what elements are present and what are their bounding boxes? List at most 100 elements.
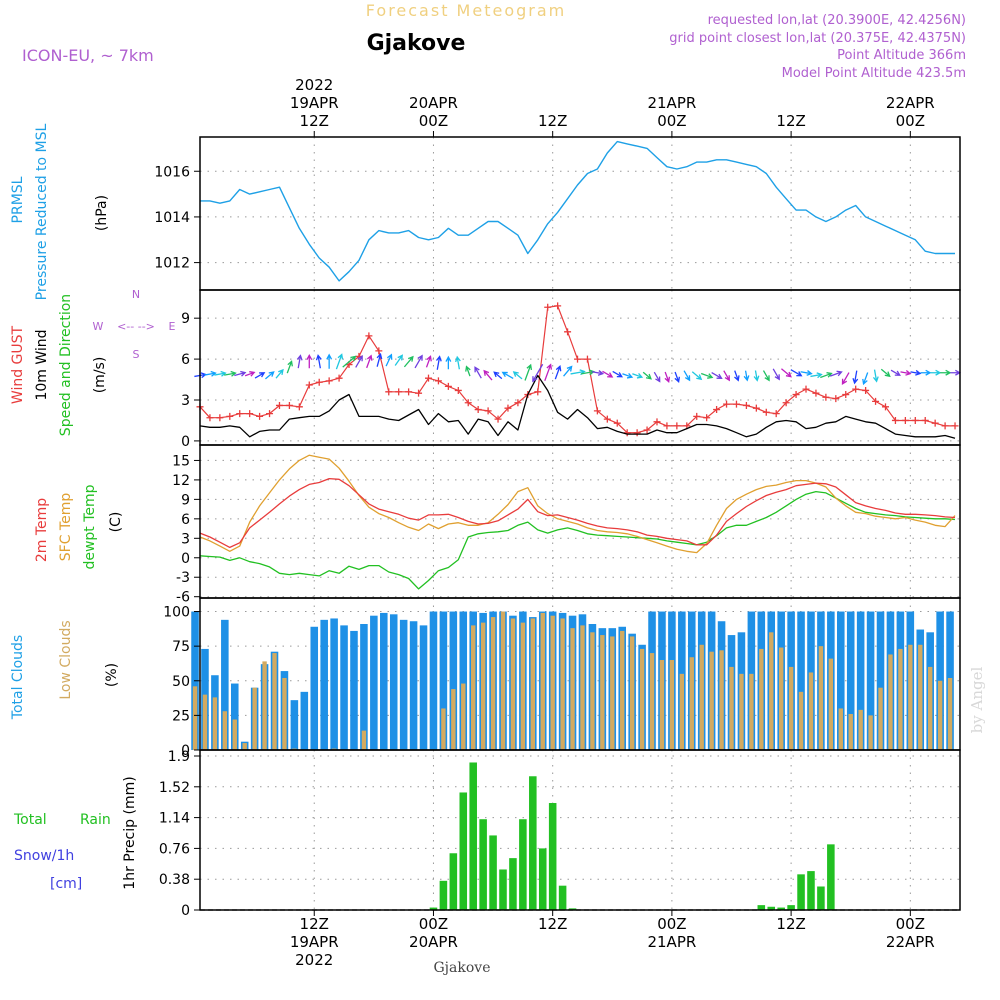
panel-labels: PRMSL Pressure Reduced to MSL (hPa) Wind… <box>10 123 138 892</box>
x-tick-label-bottom: 12Z <box>538 915 567 933</box>
gust-point <box>872 397 880 405</box>
gust-point <box>762 408 770 416</box>
wind-arrow <box>554 365 562 380</box>
low-cloud-bar <box>808 672 814 750</box>
rain-bar <box>757 905 766 910</box>
gust-point <box>315 378 323 386</box>
total-cloud-bar <box>856 611 865 750</box>
low-cloud-bar <box>232 719 237 750</box>
low-cloud-bar <box>192 686 198 750</box>
temp-unit: (C) <box>108 512 124 533</box>
x-tick-label-top: 19APR <box>290 94 339 112</box>
wind-arrow <box>524 363 533 381</box>
wind-arrow <box>872 369 879 383</box>
x-tick-label-bottom: 22APR <box>886 933 935 951</box>
wind-arrow <box>306 353 313 369</box>
rain-bar <box>459 792 468 910</box>
tsfc-line <box>199 454 956 554</box>
rain-bar <box>827 844 835 910</box>
wind-arrow <box>781 368 792 378</box>
wind-arrow <box>532 363 544 383</box>
low-cloud-bar <box>629 636 635 750</box>
wind-compass: N S W E <-- --> <box>93 288 176 361</box>
low-cloud-bar <box>272 653 277 750</box>
t2m-line <box>199 477 956 549</box>
precip-unit: 1hr Precip (mm) <box>122 776 138 889</box>
x-tick-label-top: 12Z <box>538 112 567 130</box>
low-cloud-bar <box>540 612 545 750</box>
low-cloud-bar <box>739 673 744 750</box>
wind-unit: (m/s) <box>92 357 108 394</box>
gust-point <box>603 415 611 423</box>
total-cloud-bar <box>797 611 805 750</box>
wind-arrow <box>762 370 770 382</box>
x-tick-label-top: 00Z <box>896 112 925 130</box>
y-tick-label: 0.76 <box>159 841 190 857</box>
total-cloud-bar <box>419 625 428 750</box>
data-layer <box>191 140 962 911</box>
wind-arrow <box>683 370 691 382</box>
wind-arrow <box>244 371 256 377</box>
y-tick-label: 75 <box>172 639 190 655</box>
wind-arrow <box>512 371 523 380</box>
low-cloud-bar <box>937 680 943 750</box>
y-tick-label: 1.52 <box>159 780 190 796</box>
model-name: ICON-EU, ~ 7km <box>22 46 154 65</box>
compass-s: S <box>133 348 140 361</box>
gridpoint-coords: grid point closest lon,lat (20.375E, 42.… <box>669 31 966 46</box>
x-tick-label-bottom: 21APR <box>647 933 696 951</box>
rain-bar <box>807 871 815 910</box>
gust-point <box>226 412 234 420</box>
wind-arrow <box>544 363 553 382</box>
rain-bar <box>548 803 557 910</box>
gust-point <box>206 414 214 422</box>
total-cloud-bar <box>876 611 885 750</box>
wind-arrow <box>691 371 703 381</box>
y-tick-label: 1.9 <box>168 749 190 765</box>
wind-arrow <box>910 369 922 376</box>
snow-unit-label: [cm] <box>50 876 82 892</box>
total-cloud-bar <box>380 612 388 750</box>
y-tick-label: 1012 <box>154 256 190 272</box>
footer-location: Gjakove <box>434 960 491 976</box>
gust-point <box>911 416 919 424</box>
y-tick-label: 9 <box>181 492 190 508</box>
wind-arrow <box>493 371 503 380</box>
wind-arrow <box>664 371 671 383</box>
gust-point <box>266 410 274 418</box>
wind-arrow <box>642 371 652 380</box>
t2m-label: 2m Temp <box>34 498 50 562</box>
gust-label: Wind GUST <box>10 325 26 404</box>
x-tick-label-top: 00Z <box>657 112 686 130</box>
wind-arrow <box>900 369 912 376</box>
low-cloud-bar <box>600 635 605 750</box>
wind-arrow <box>403 355 414 368</box>
x-tick-label-top: 12Z <box>776 112 805 130</box>
gust-point <box>474 406 482 414</box>
rain-bar <box>499 869 507 910</box>
low-cloud-bar <box>719 650 724 750</box>
product-title: Forecast Meteogram <box>366 1 566 20</box>
prmsl-label: PRMSL <box>10 176 26 223</box>
wind-arrow <box>355 355 363 368</box>
low-cloud-bar <box>788 666 794 750</box>
gust-point <box>385 388 393 396</box>
rain-bar <box>489 835 497 910</box>
wind-arrow <box>820 372 833 379</box>
dewpt-line <box>199 490 956 590</box>
gust-point <box>891 416 899 424</box>
gust-point <box>236 410 244 418</box>
wind-arrow <box>445 355 452 370</box>
total-clouds-label: Total Clouds <box>10 635 26 720</box>
wind-arrow <box>455 355 461 370</box>
rain-total-label: Total <box>13 812 47 828</box>
gust-point <box>842 391 850 399</box>
compass-n: N <box>132 288 140 301</box>
wind-arrow <box>435 355 442 370</box>
gust-point <box>623 429 631 437</box>
y-tick-label: 0 <box>181 551 190 567</box>
total-cloud-bar <box>340 625 348 750</box>
x-tick-label-top: 21APR <box>647 94 696 112</box>
gust-point <box>951 422 959 430</box>
